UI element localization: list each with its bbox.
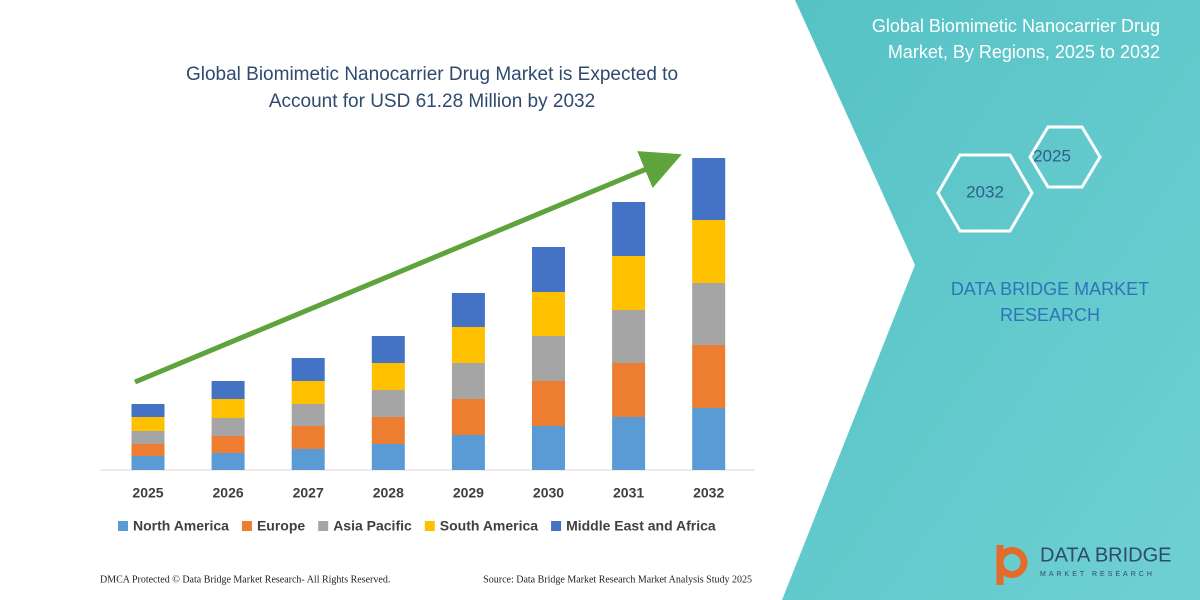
bar-segment bbox=[451, 293, 485, 327]
footer-right: Source: Data Bridge Market Research Mark… bbox=[483, 574, 752, 585]
wrapped-text: DATA BRIDGE MARKET RESEARCH bbox=[951, 279, 1149, 325]
bar-segment bbox=[692, 220, 726, 283]
bar-segment bbox=[131, 417, 165, 431]
bar-segment bbox=[451, 399, 485, 435]
wrapped-text: Global Biomimetic Nanocarrier Drug Marke… bbox=[186, 64, 678, 112]
x-tick-label: 2026 bbox=[213, 485, 244, 501]
legend-label: North America bbox=[133, 518, 229, 534]
bar-segment bbox=[211, 436, 245, 453]
x-tick-label: 2032 bbox=[693, 485, 724, 501]
bar-segment bbox=[211, 381, 245, 399]
bar-segment bbox=[291, 426, 325, 449]
bar-segment bbox=[131, 456, 165, 470]
bar-segment bbox=[532, 426, 565, 470]
bar-segment bbox=[131, 431, 165, 444]
bar-segment bbox=[612, 363, 646, 417]
chart-title: Global Biomimetic Nanocarrier Drug Marke… bbox=[186, 64, 678, 112]
bar-segment bbox=[692, 158, 726, 220]
bar-segment bbox=[612, 256, 646, 310]
growth-arrow bbox=[134, 151, 682, 385]
footer-left: DMCA Protected © Data Bridge Market Rese… bbox=[100, 574, 390, 585]
bar-segment bbox=[371, 444, 405, 470]
logo-mark bbox=[996, 545, 1028, 585]
bar-segment bbox=[532, 381, 565, 426]
bar-segment bbox=[612, 202, 646, 256]
x-tick-label: 2031 bbox=[613, 485, 644, 501]
legend-swatch bbox=[551, 521, 562, 531]
x-tick-label: 2028 bbox=[373, 485, 404, 501]
hex-label: 2025 bbox=[1033, 146, 1071, 165]
hexagon bbox=[1028, 125, 1102, 189]
bar-segment bbox=[291, 449, 325, 470]
hexagon bbox=[936, 153, 1034, 233]
legend-swatch bbox=[424, 521, 435, 531]
legend-swatch bbox=[118, 521, 128, 531]
bar-segment bbox=[211, 399, 245, 418]
bar-segment bbox=[371, 390, 405, 417]
bar-segment bbox=[371, 336, 405, 363]
legend-label: Europe bbox=[257, 518, 305, 534]
legend-label: South America bbox=[440, 518, 538, 534]
plot: 2025 2026 2027 2028 2029 2030 2031 2032 North Am… bbox=[118, 158, 726, 534]
bar-segment bbox=[692, 345, 726, 408]
bar-segment bbox=[371, 417, 405, 444]
legend-label: Middle East and Africa bbox=[566, 518, 716, 534]
bar-segment bbox=[532, 247, 565, 292]
bar-segment bbox=[291, 358, 325, 381]
side-panel bbox=[782, 0, 1200, 600]
logo-tagline: MARKET RESEARCH bbox=[1040, 571, 1155, 578]
bar-segment bbox=[532, 336, 565, 381]
bar-segment bbox=[451, 435, 485, 470]
x-tick-label: 2025 bbox=[132, 485, 163, 501]
bar-segment bbox=[532, 292, 565, 336]
legend-label: Asia Pacific bbox=[333, 518, 412, 534]
bar-segment bbox=[291, 404, 325, 426]
bar-segment bbox=[131, 444, 165, 456]
logo-name: DATA BRIDGE bbox=[1040, 544, 1172, 566]
bar-segment bbox=[451, 363, 485, 399]
bar-segment bbox=[211, 453, 245, 470]
brand-text: DATA BRIDGE MARKET RESEARCH bbox=[951, 279, 1149, 325]
legend-swatch bbox=[241, 521, 252, 531]
bar-segment bbox=[451, 327, 485, 363]
legend-swatch bbox=[318, 521, 329, 531]
bar-segment bbox=[211, 418, 245, 436]
logo: DATA BRIDGE MARKET RESEARCH bbox=[996, 544, 1172, 585]
bar-segment bbox=[612, 417, 646, 470]
x-tick-label: 2030 bbox=[533, 485, 564, 501]
bar-segment bbox=[291, 381, 325, 404]
bar-segment bbox=[612, 310, 646, 363]
x-tick-label: 2027 bbox=[293, 485, 324, 501]
hex-label: 2032 bbox=[966, 182, 1004, 201]
bar-segment bbox=[692, 408, 726, 470]
bar-segment bbox=[131, 404, 165, 417]
wrapped-text: Global Biomimetic Nanocarrier Drug Market… bbox=[872, 16, 1160, 62]
x-tick-label: 2029 bbox=[453, 485, 484, 501]
bar-segment bbox=[692, 283, 726, 345]
bar-segment bbox=[371, 363, 405, 390]
panel-title: Global Biomimetic Nanocarrier Drug Market… bbox=[872, 16, 1160, 62]
